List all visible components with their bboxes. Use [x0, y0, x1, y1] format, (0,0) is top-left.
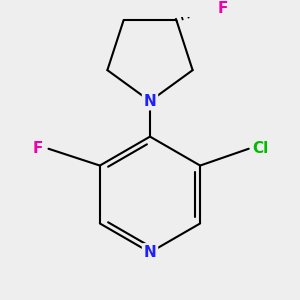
- Text: F: F: [32, 141, 43, 156]
- Text: F: F: [218, 1, 228, 16]
- Text: N: N: [144, 94, 156, 109]
- Text: Cl: Cl: [252, 141, 269, 156]
- Text: N: N: [144, 245, 156, 260]
